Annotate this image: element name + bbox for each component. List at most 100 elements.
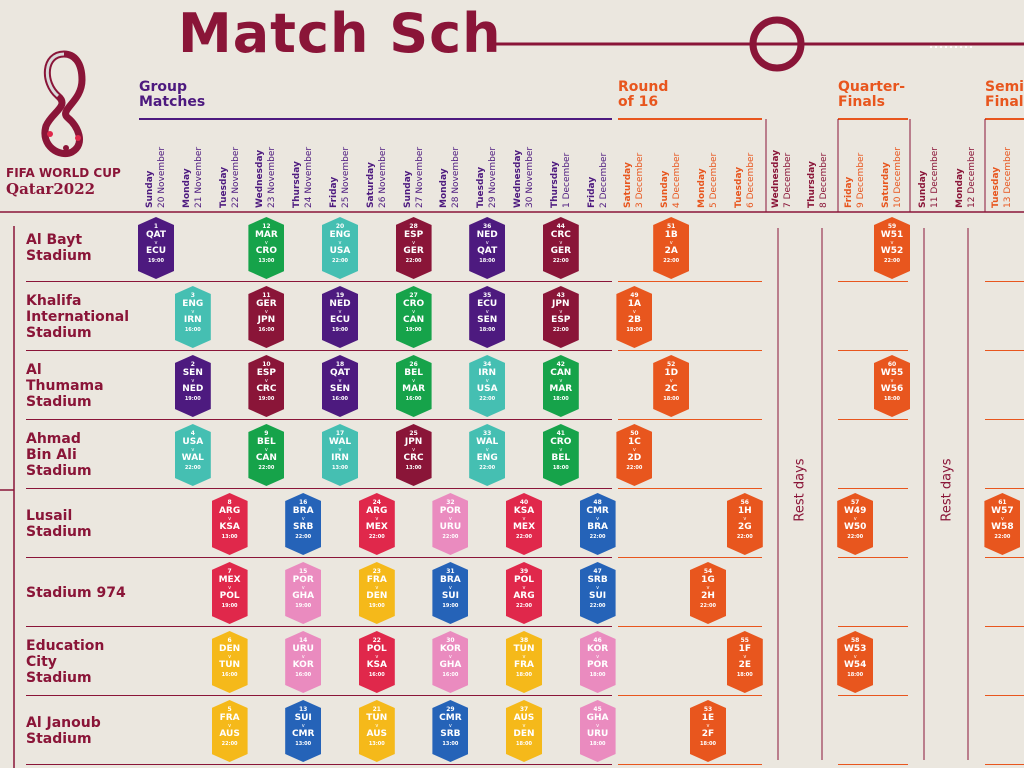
- match-card[interactable]: 11 GER v JPN 16:00: [248, 286, 285, 348]
- match-card[interactable]: 61 W57 v W58 22:00: [984, 493, 1021, 555]
- match-card[interactable]: 20 ENG v USA 22:00: [322, 217, 358, 279]
- versus-label: v: [412, 378, 416, 384]
- match-card[interactable]: 45 GHA v URU 18:00: [579, 700, 616, 762]
- kickoff-time: 18:00: [479, 258, 496, 264]
- kickoff-time: 19:00: [295, 603, 312, 609]
- match-card[interactable]: 47 SRB v SUI 22:00: [579, 562, 616, 624]
- team-b: ECU: [329, 315, 351, 325]
- team-a: BRA: [440, 575, 461, 585]
- team-b: ECU: [145, 246, 167, 256]
- match-card[interactable]: 23 FRA v DEN 19:00: [358, 562, 395, 624]
- team-a: 1C: [627, 437, 641, 447]
- match-card[interactable]: 31 BRA v SUI 19:00: [432, 562, 469, 624]
- kickoff-time: 13:00: [295, 741, 312, 747]
- match-card[interactable]: 35 ECU v SEN 18:00: [469, 286, 506, 348]
- match-card[interactable]: 60 W55 v W56 18:00: [874, 355, 910, 417]
- day-weekday: Tuesday: [476, 166, 487, 208]
- match-card[interactable]: 4 USA v WAL 22:00: [174, 424, 211, 486]
- versus-label: v: [412, 447, 416, 453]
- team-b: 2D: [627, 453, 642, 463]
- versus-label: v: [264, 447, 268, 453]
- match-card[interactable]: 10 ESP v CRC 19:00: [248, 355, 285, 417]
- match-card[interactable]: 17 WAL v IRN 13:00: [322, 424, 358, 486]
- match-card[interactable]: 37 AUS v DEN 18:00: [506, 700, 542, 762]
- match-card[interactable]: 59 W51 v W52 22:00: [874, 217, 910, 279]
- match-card[interactable]: 5 FRA v AUS 22:00: [211, 700, 248, 762]
- match-card[interactable]: 3 ENG v IRN 16:00: [174, 286, 211, 348]
- team-a: NED: [476, 230, 498, 240]
- match-card[interactable]: 24 ARG v MEX 22:00: [358, 493, 395, 555]
- match-card[interactable]: 2 SEN v NED 19:00: [174, 355, 211, 417]
- team-a: URU: [292, 644, 314, 654]
- versus-label: v: [412, 309, 416, 315]
- match-card[interactable]: 30 KOR v GHA 16:00: [432, 631, 469, 693]
- match-number: 31: [446, 568, 455, 575]
- match-number: 60: [887, 361, 897, 368]
- phase-round-of-16: Round of 16: [618, 79, 669, 110]
- team-b: URU: [439, 522, 462, 532]
- match-card[interactable]: 28 ESP v GER 22:00: [395, 217, 432, 279]
- match-card[interactable]: 58 W53 v W54 18:00: [837, 631, 874, 693]
- match-card[interactable]: 51 1B v 2A 22:00: [653, 217, 690, 279]
- match-card[interactable]: 29 CMR v SRB 13:00: [432, 700, 469, 762]
- match-card[interactable]: 48 CMR v BRA 22:00: [579, 493, 616, 555]
- match-card[interactable]: 54 1G v 2H 22:00: [690, 562, 726, 624]
- match-card[interactable]: 14 URU v KOR 16:00: [285, 631, 322, 693]
- versus-label: v: [264, 378, 268, 384]
- match-card[interactable]: 32 POR v URU 22:00: [432, 493, 469, 555]
- match-card[interactable]: 42 CAN v MAR 18:00: [542, 355, 579, 417]
- match-card[interactable]: 46 KOR v POR 18:00: [579, 631, 616, 693]
- match-card[interactable]: 1 QAT v ECU 19:00: [138, 217, 174, 279]
- team-a: GHA: [586, 713, 609, 723]
- kickoff-time: 16:00: [332, 396, 348, 402]
- versus-label: v: [596, 585, 600, 591]
- match-card[interactable]: 41 CRO v BEL 18:00: [542, 424, 579, 486]
- kickoff-time: 18:00: [736, 672, 753, 678]
- match-card[interactable]: 13 SUI v CMR 13:00: [285, 700, 322, 762]
- match-card[interactable]: 27 CRO v CAN 19:00: [395, 286, 432, 348]
- team-a: KOR: [587, 644, 609, 654]
- match-card[interactable]: 40 KSA v MEX 22:00: [506, 493, 542, 555]
- match-card[interactable]: 15 POR v GHA 19:00: [285, 562, 322, 624]
- team-a: W55: [880, 368, 904, 378]
- match-card[interactable]: 39 POL v ARG 22:00: [506, 562, 542, 624]
- match-card[interactable]: 21 TUN v AUS 13:00: [358, 700, 395, 762]
- venue-label: Al Thumama Stadium: [26, 362, 104, 410]
- match-card[interactable]: 19 NED v ECU 19:00: [322, 286, 358, 348]
- match-card[interactable]: 43 JPN v ESP 22:00: [542, 286, 579, 348]
- match-card[interactable]: 7 MEX v POL 19:00: [211, 562, 248, 624]
- team-a: QAT: [145, 230, 167, 240]
- match-card[interactable]: 52 1D v 2C 18:00: [653, 355, 690, 417]
- match-card[interactable]: 56 1H v 2G 22:00: [726, 493, 763, 555]
- day-weekday: Wednesday: [513, 149, 523, 208]
- match-card[interactable]: 34 IRN v USA 22:00: [469, 355, 506, 417]
- day-date: 26 November: [377, 146, 388, 208]
- team-a: CAN: [550, 368, 572, 378]
- team-a: QAT: [329, 368, 351, 378]
- match-number: 55: [740, 637, 749, 644]
- match-card[interactable]: 25 JPN v CRC 13:00: [395, 424, 432, 486]
- match-card[interactable]: 6 DEN v TUN 16:00: [211, 631, 248, 693]
- match-card[interactable]: 36 NED v QAT 18:00: [469, 217, 506, 279]
- match-card[interactable]: 16 BRA v SRB 22:00: [285, 493, 322, 555]
- match-card[interactable]: 22 POL v KSA 16:00: [358, 631, 395, 693]
- match-number: 50: [630, 430, 639, 437]
- match-card[interactable]: 38 TUN v FRA 18:00: [506, 631, 542, 693]
- match-card[interactable]: 18 QAT v SEN 16:00: [322, 355, 358, 417]
- match-card[interactable]: 12 MAR v CRO 13:00: [248, 217, 285, 279]
- team-b: MAR: [549, 384, 573, 394]
- kickoff-time: 18:00: [700, 741, 716, 747]
- match-card[interactable]: 26 BEL v MAR 16:00: [395, 355, 432, 417]
- match-card[interactable]: 57 W49 v W50 22:00: [837, 493, 874, 555]
- match-card[interactable]: 50 1C v 2D 22:00: [616, 424, 653, 486]
- match-card[interactable]: 53 1E v 2F 18:00: [690, 700, 726, 762]
- match-card[interactable]: 8 ARG v KSA 13:00: [211, 493, 248, 555]
- match-card[interactable]: 44 CRC v GER 22:00: [542, 217, 579, 279]
- match-card[interactable]: 49 1A v 2B 18:00: [616, 286, 653, 348]
- match-card[interactable]: 33 WAL v ENG 22:00: [469, 424, 506, 486]
- day-weekday: Monday: [697, 168, 707, 208]
- team-b: BEL: [551, 453, 571, 463]
- match-card[interactable]: 9 BEL v CAN 22:00: [248, 424, 285, 486]
- match-card[interactable]: 55 1F v 2E 18:00: [726, 631, 763, 693]
